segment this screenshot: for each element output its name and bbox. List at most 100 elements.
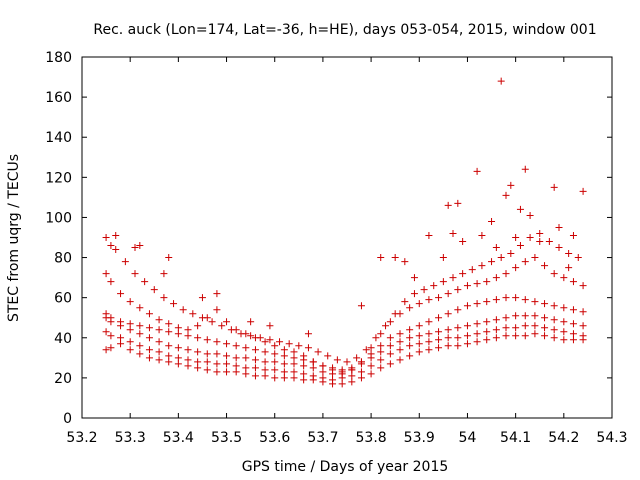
data-point	[304, 344, 312, 352]
data-point	[271, 350, 279, 358]
data-point	[507, 181, 515, 189]
data-point	[569, 231, 577, 239]
data-point	[184, 356, 192, 364]
data-point	[425, 330, 433, 338]
data-point	[165, 320, 173, 328]
data-point	[314, 348, 322, 356]
data-point	[102, 310, 110, 318]
data-point	[232, 342, 240, 350]
data-point	[145, 310, 153, 318]
data-point	[353, 354, 361, 362]
data-point	[194, 322, 202, 330]
data-point	[174, 330, 182, 338]
data-point	[141, 278, 149, 286]
data-point	[377, 348, 385, 356]
data-point	[449, 229, 457, 237]
data-point	[502, 294, 510, 302]
x-tick-label: 54	[459, 430, 477, 446]
data-point	[483, 328, 491, 336]
data-point	[271, 366, 279, 374]
data-point	[102, 270, 110, 278]
data-point	[406, 352, 414, 360]
data-point	[531, 254, 539, 262]
data-point	[107, 332, 115, 340]
data-point	[372, 334, 380, 342]
x-tick-label: 53.7	[307, 430, 338, 446]
data-point	[184, 326, 192, 334]
data-point	[569, 336, 577, 344]
data-point	[468, 266, 476, 274]
data-point	[290, 374, 298, 382]
data-point	[531, 298, 539, 306]
data-point	[550, 302, 558, 310]
data-point	[541, 324, 549, 332]
data-point	[165, 328, 173, 336]
data-point	[377, 330, 385, 338]
data-point	[213, 368, 221, 376]
data-point	[165, 342, 173, 350]
data-point	[560, 328, 568, 336]
data-point	[463, 322, 471, 330]
data-point	[304, 330, 312, 338]
data-point	[473, 300, 481, 308]
data-point	[136, 304, 144, 312]
data-point	[454, 342, 462, 350]
data-point	[227, 326, 235, 334]
data-point	[237, 330, 245, 338]
data-point	[550, 316, 558, 324]
x-tick-label: 53.5	[211, 430, 242, 446]
data-point	[261, 358, 269, 366]
data-point	[232, 362, 240, 370]
data-point	[242, 370, 250, 378]
data-point	[473, 330, 481, 338]
data-point	[155, 338, 163, 346]
data-point	[357, 374, 365, 382]
data-point	[526, 211, 534, 219]
data-point	[415, 348, 423, 356]
data-point	[319, 368, 327, 376]
data-point	[174, 354, 182, 362]
data-point	[386, 318, 394, 326]
data-point	[565, 264, 573, 272]
data-point	[521, 322, 529, 330]
y-tick-label: 160	[45, 90, 72, 106]
data-point	[126, 338, 134, 346]
data-point	[126, 346, 134, 354]
data-point	[329, 366, 337, 374]
data-point	[454, 334, 462, 342]
data-point	[223, 352, 231, 360]
data-point	[271, 374, 279, 382]
data-point	[531, 312, 539, 320]
data-point	[488, 217, 496, 225]
data-point	[410, 290, 418, 298]
data-point	[232, 354, 240, 362]
data-point	[473, 167, 481, 175]
data-point	[102, 234, 110, 241]
data-point	[406, 304, 414, 312]
data-point	[425, 346, 433, 354]
data-point	[367, 370, 375, 378]
data-point	[189, 310, 197, 318]
data-point	[555, 223, 563, 231]
data-point	[435, 294, 443, 302]
y-axis-label: STEC from uqrg / TECUs	[6, 154, 22, 322]
data-point	[382, 322, 390, 330]
data-point	[425, 318, 433, 326]
data-point	[280, 352, 288, 360]
data-point	[560, 336, 568, 344]
data-point	[507, 250, 515, 258]
y-tick-label: 100	[45, 210, 72, 226]
data-point	[155, 316, 163, 324]
data-point	[415, 340, 423, 348]
data-point	[502, 314, 510, 322]
data-point	[170, 300, 178, 308]
data-point	[521, 296, 529, 304]
data-point	[521, 332, 529, 340]
data-point	[319, 374, 327, 382]
y-tick-label: 120	[45, 170, 72, 186]
data-point	[136, 350, 144, 358]
data-point	[444, 334, 452, 342]
data-point	[261, 348, 269, 356]
